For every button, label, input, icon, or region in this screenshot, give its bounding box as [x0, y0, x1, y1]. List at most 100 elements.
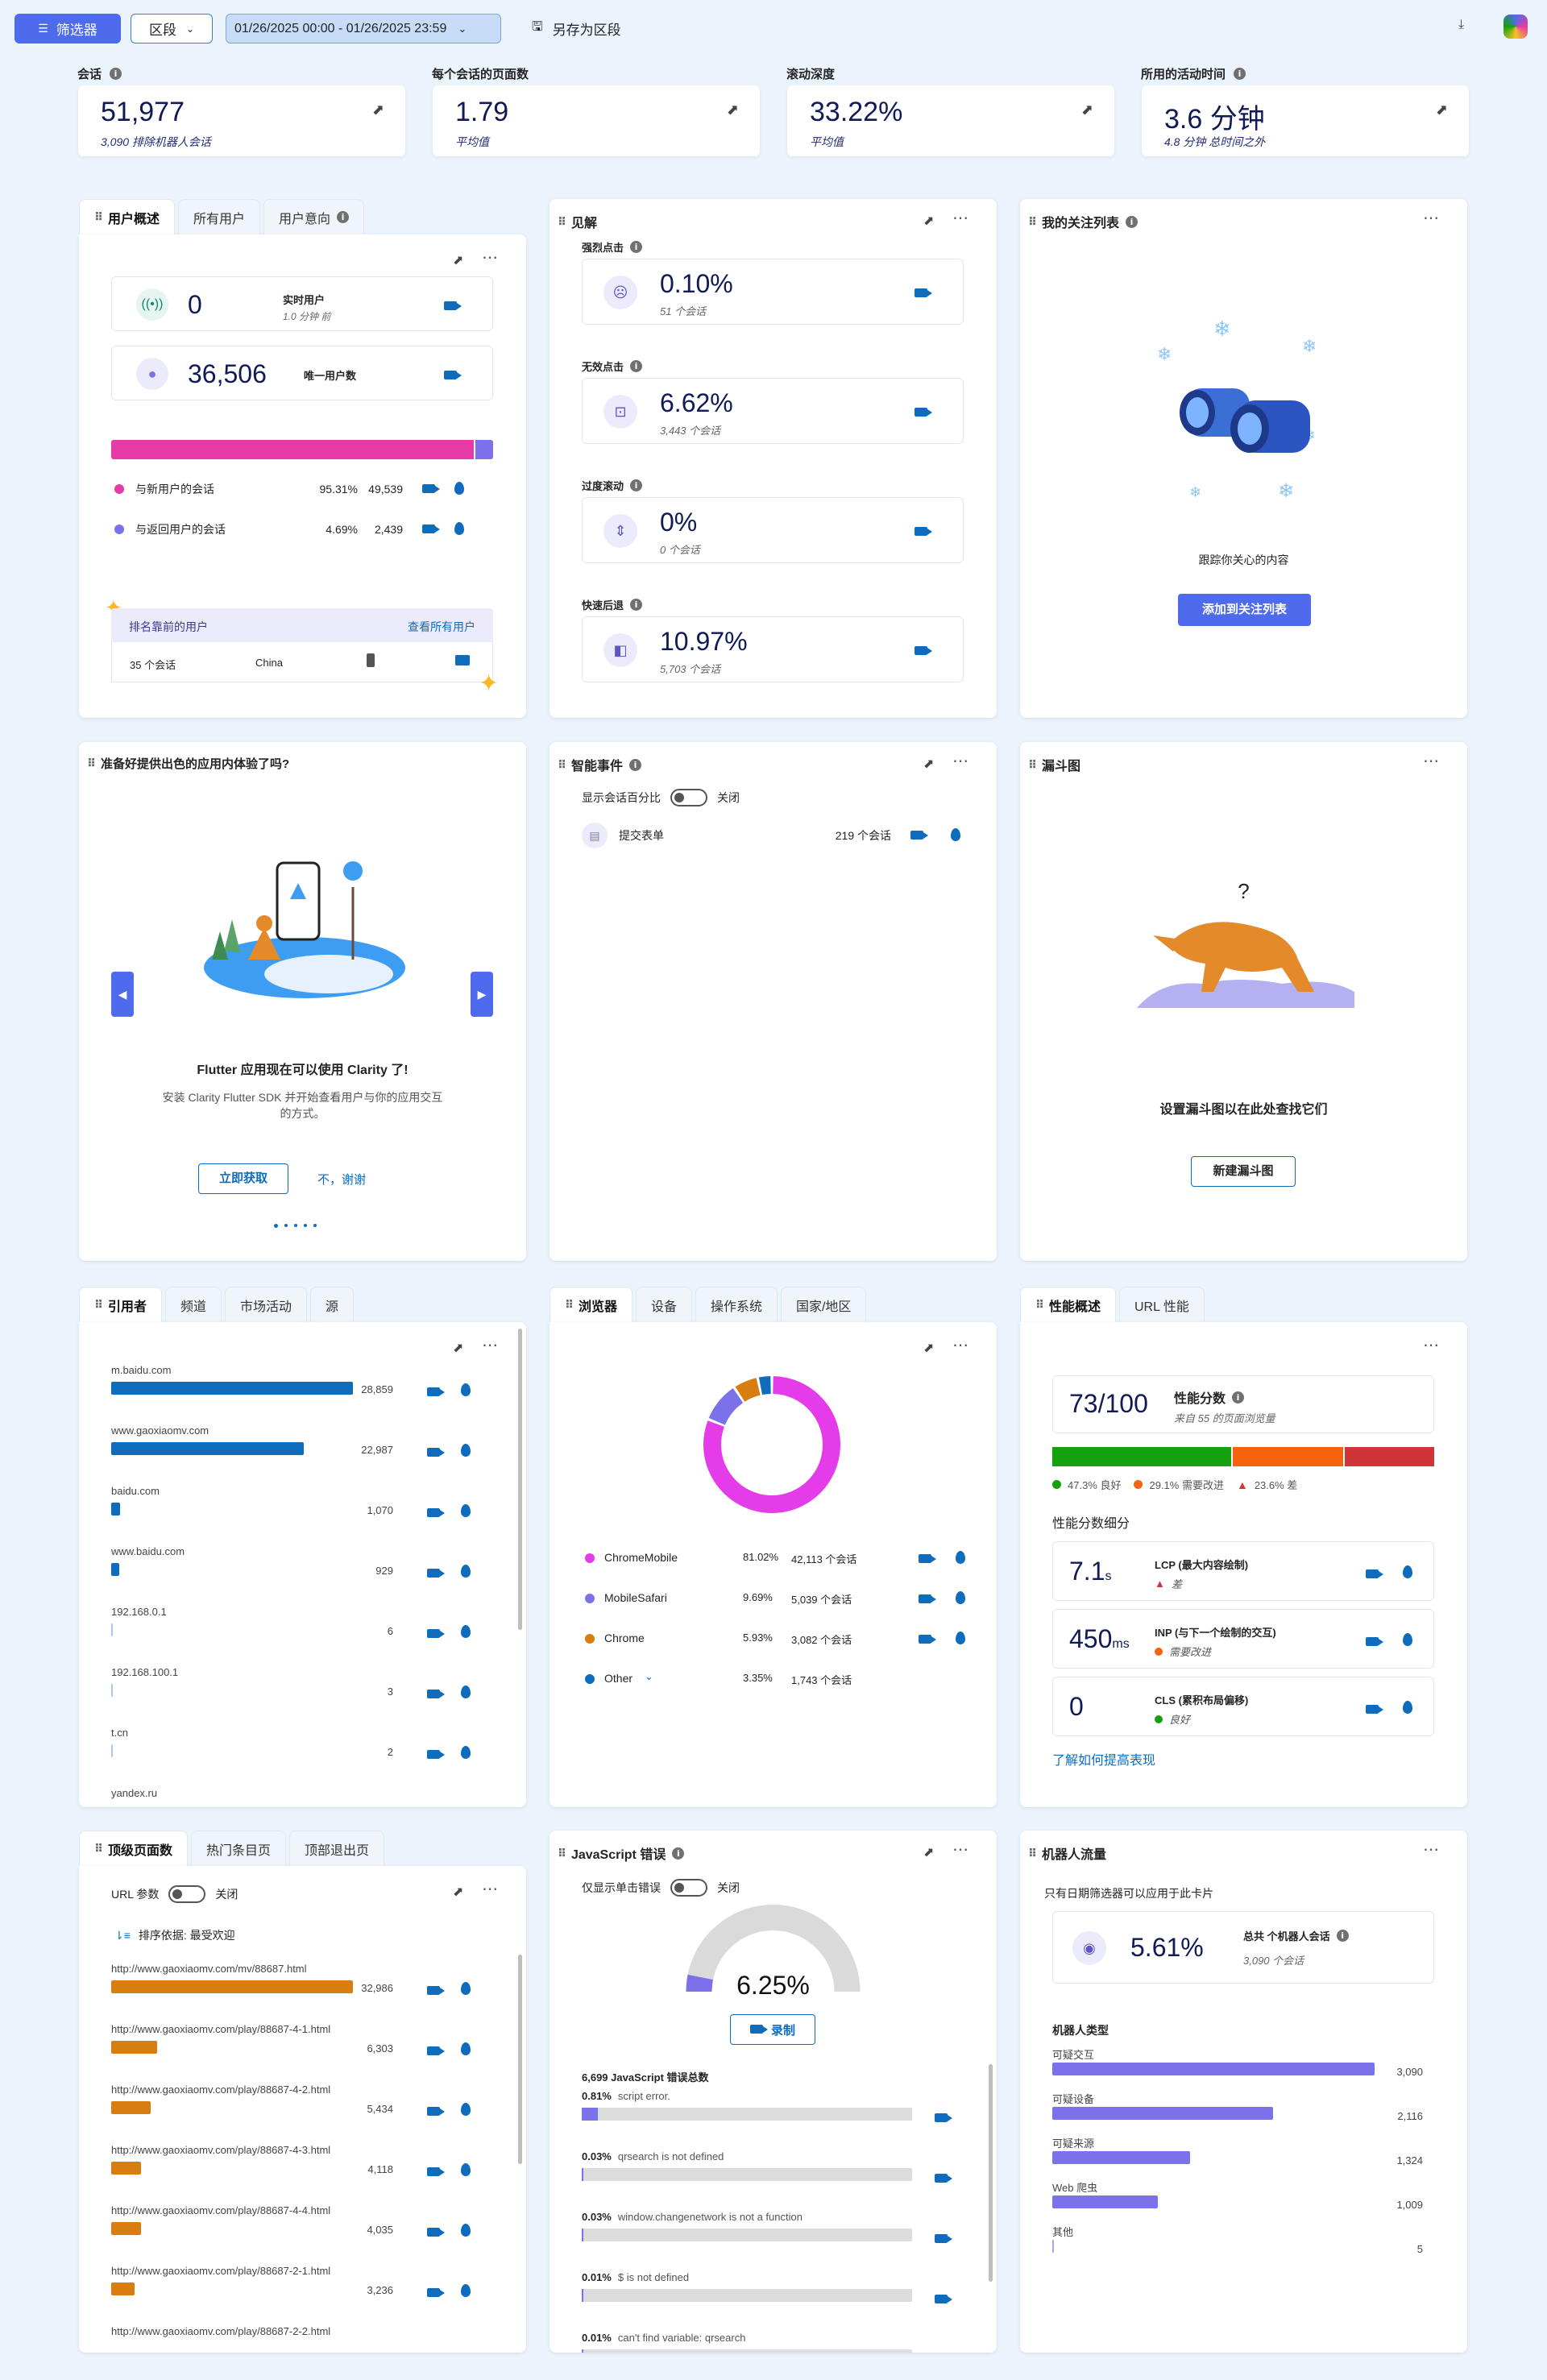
performance-segment[interactable]: [1233, 1447, 1344, 1466]
recordings-icon[interactable]: [427, 1446, 445, 1461]
recordings-icon[interactable]: [915, 287, 932, 301]
referrer-label[interactable]: 192.168.100.1: [111, 1666, 179, 1678]
js-error-track[interactable]: [582, 2108, 912, 2121]
drag-handle-icon[interactable]: ⠿: [558, 1846, 566, 1860]
heatmap-icon[interactable]: [461, 1685, 471, 1702]
referrer-label[interactable]: baidu.com: [111, 1485, 160, 1497]
heatmap-icon[interactable]: [1403, 1565, 1412, 1582]
heatmap-icon[interactable]: [461, 2042, 471, 2059]
recordings-icon[interactable]: [915, 525, 932, 540]
referrer-label[interactable]: t.cn: [111, 1727, 128, 1739]
heatmap-icon[interactable]: [1403, 1701, 1412, 1718]
recordings-icon[interactable]: [427, 2045, 445, 2059]
recordings-icon[interactable]: [1366, 1703, 1383, 1718]
recordings-icon[interactable]: [427, 2166, 445, 2180]
js-error-track[interactable]: [582, 2168, 912, 2181]
js-error-label[interactable]: 0.81% script error.: [582, 2090, 670, 2102]
recordings-icon[interactable]: [910, 829, 928, 842]
drag-handle-icon[interactable]: ⠿: [1028, 214, 1037, 228]
unique-users-tile[interactable]: ● 36,506 唯一用户数: [111, 346, 493, 400]
page-bar[interactable]: [111, 2101, 151, 2114]
new-funnel-button[interactable]: 新建漏斗图: [1191, 1156, 1296, 1187]
view-all-users-link[interactable]: 查看所有用户: [408, 620, 475, 633]
trend-chart-icon[interactable]: ⬈: [453, 254, 464, 267]
tab-referrers[interactable]: ⠿ 引用者: [79, 1287, 162, 1322]
heatmap-icon[interactable]: [956, 1551, 965, 1566]
drag-handle-icon[interactable]: ⠿: [94, 1298, 103, 1311]
trend-chart-icon[interactable]: ⬈: [371, 102, 384, 118]
heatmap-icon[interactable]: [461, 2163, 471, 2180]
drag-handle-icon[interactable]: ⠿: [94, 1842, 103, 1855]
percentage-toggle[interactable]: [670, 789, 707, 806]
bot-type-bar[interactable]: [1052, 2240, 1054, 2253]
info-icon[interactable]: i: [110, 68, 122, 80]
page-bar[interactable]: [111, 1980, 353, 1993]
insight-tile[interactable]: ☹ 0.10% 51 个会话: [582, 259, 964, 325]
top-user-row[interactable]: 35 个会话 China: [111, 642, 493, 682]
heatmap-icon[interactable]: [461, 1746, 471, 1763]
heatmap-icon[interactable]: [461, 1504, 471, 1521]
heatmap-icon[interactable]: [454, 521, 464, 537]
returning-sessions-segment[interactable]: [475, 440, 493, 459]
recordings-icon[interactable]: [422, 483, 440, 495]
performance-metric-tile[interactable]: 7.1s LCP (最大内容绘制) ▲ 差: [1052, 1541, 1434, 1601]
bot-type-bar[interactable]: [1052, 2107, 1273, 2120]
smart-event-row[interactable]: ▤ 提交表单 219 个会话: [582, 823, 960, 848]
sort-button[interactable]: ⇂≡ 排序依据: 最受欢迎: [114, 1928, 235, 1943]
recordings-icon[interactable]: [427, 1386, 445, 1400]
drag-handle-icon[interactable]: ⠿: [558, 757, 566, 771]
referrer-bar[interactable]: [111, 1744, 113, 1757]
recordings-icon[interactable]: [919, 1593, 936, 1606]
carousel-next-button[interactable]: ▶: [471, 972, 493, 1017]
heatmap-icon[interactable]: [461, 2103, 471, 2120]
drag-handle-icon[interactable]: ⠿: [1035, 1298, 1044, 1311]
returning-sessions-row[interactable]: 与返回用户的会话 4.69% 2,439: [114, 521, 493, 537]
info-icon[interactable]: i: [1336, 1930, 1349, 1942]
heatmap-icon[interactable]: [956, 1632, 965, 1647]
js-error-track[interactable]: [582, 2289, 912, 2302]
referrer-label[interactable]: www.baidu.com: [111, 1545, 185, 1557]
chevron-down-icon[interactable]: ⌄: [645, 1670, 653, 1682]
info-icon[interactable]: i: [1125, 215, 1138, 228]
bot-sessions-tile[interactable]: ◉ 5.61% 总共 个机器人会话 i 3,090 个会话: [1052, 1911, 1434, 1984]
tab-user-overview[interactable]: ⠿ 用户概述: [79, 199, 175, 234]
referrer-label[interactable]: m.baidu.com: [111, 1364, 172, 1376]
more-options-icon[interactable]: ⋯: [1423, 1337, 1440, 1354]
recordings-icon[interactable]: [427, 1688, 445, 1702]
page-bar[interactable]: [111, 2041, 158, 2054]
trend-chart-icon[interactable]: ⬈: [923, 1341, 935, 1355]
download-icon[interactable]: ⤓: [1458, 18, 1465, 31]
info-icon[interactable]: i: [336, 211, 349, 223]
tab-user-intent[interactable]: 用户意向 i: [263, 199, 364, 234]
page-bar[interactable]: [111, 2162, 142, 2175]
heatmap-icon[interactable]: [951, 827, 960, 844]
trend-chart-icon[interactable]: ⬈: [1435, 102, 1448, 118]
bot-type-bar[interactable]: [1052, 2063, 1375, 2075]
trend-chart-icon[interactable]: ⬈: [453, 1341, 464, 1355]
more-options-icon[interactable]: ⋯: [1423, 753, 1440, 770]
tab-channels[interactable]: 频道: [164, 1287, 222, 1322]
more-options-icon[interactable]: ⋯: [952, 1337, 969, 1354]
donut-slice[interactable]: [703, 1376, 840, 1513]
heatmap-icon[interactable]: [461, 1383, 471, 1400]
info-icon[interactable]: i: [630, 599, 643, 611]
kpi-card-pages[interactable]: 1.79 平均值 ⬈: [433, 85, 760, 156]
more-options-icon[interactable]: ⋯: [952, 209, 969, 227]
info-icon[interactable]: i: [1234, 68, 1246, 80]
add-to-watchlist-button[interactable]: 添加到关注列表: [1178, 594, 1311, 626]
referrer-bar[interactable]: [111, 1442, 304, 1455]
js-error-label[interactable]: 0.01% can't find variable: qrsearch: [582, 2332, 746, 2344]
info-icon[interactable]: i: [628, 758, 641, 771]
recordings-icon[interactable]: [427, 1748, 445, 1763]
recordings-icon[interactable]: [427, 2226, 445, 2241]
insight-tile[interactable]: ◧ 10.97% 5,703 个会话: [582, 616, 964, 682]
js-error-track[interactable]: [582, 2229, 912, 2241]
referrer-bar[interactable]: [111, 1503, 121, 1515]
referrer-label[interactable]: 192.168.0.1: [111, 1606, 167, 1618]
page-url[interactable]: http://www.gaoxiaomv.com/play/88687-4-1.…: [111, 2023, 331, 2035]
performance-metric-tile[interactable]: 450ms INP (与下一个绘制的交互) 需要改进: [1052, 1609, 1434, 1669]
trend-chart-icon[interactable]: ⬈: [1080, 102, 1093, 118]
insight-tile[interactable]: ⇕ 0% 0 个会话: [582, 497, 964, 563]
carousel-dot[interactable]: [313, 1224, 317, 1227]
info-icon[interactable]: i: [672, 1847, 685, 1860]
